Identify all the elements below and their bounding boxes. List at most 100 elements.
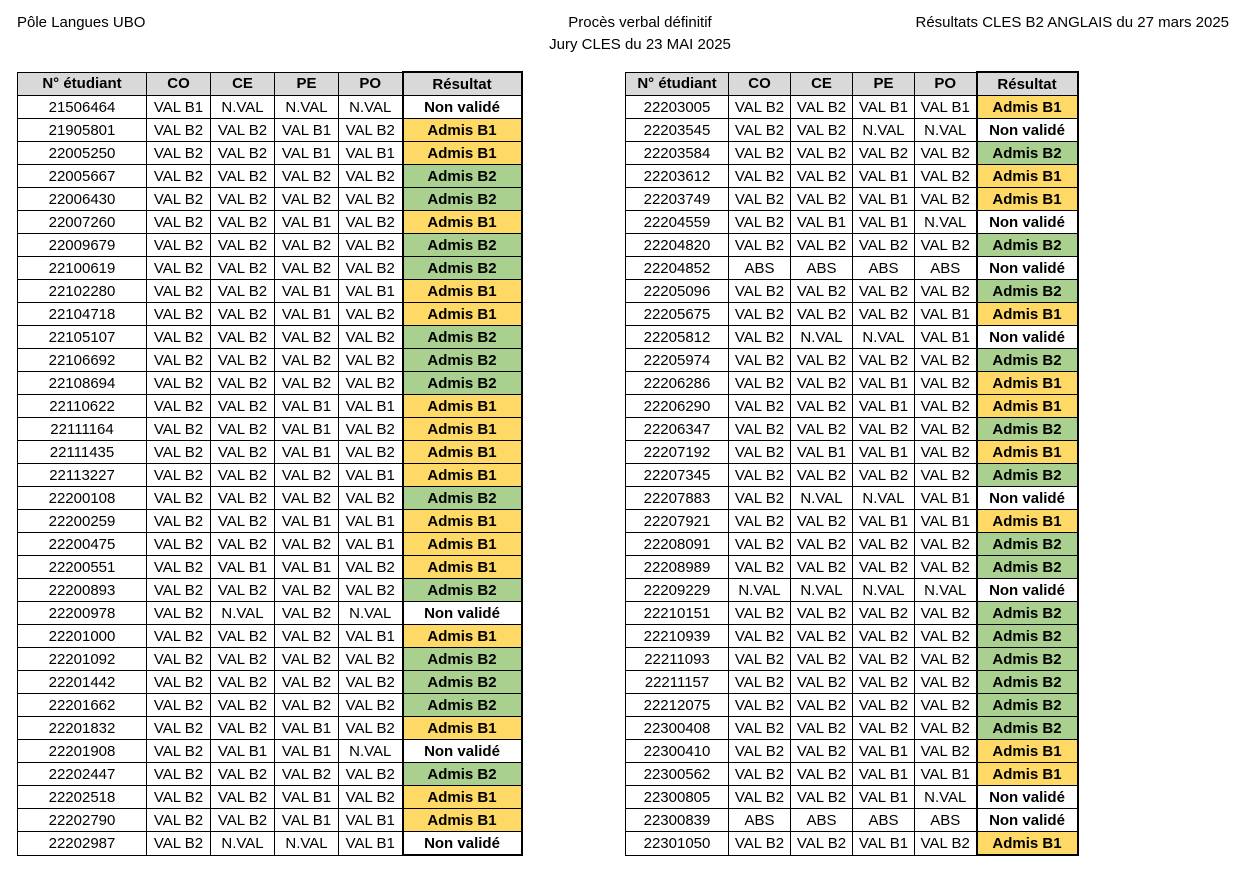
result-cell: Admis B1	[401, 463, 523, 487]
ce-cell: VAL B2	[790, 532, 853, 556]
table-row: 22203584 VAL B2 VAL B2 VAL B2 VAL B2 Admis B2	[625, 141, 1079, 165]
co-cell: VAL B2	[728, 394, 791, 418]
result-cell: Admis B1	[975, 509, 1079, 533]
ce-cell: VAL B2	[210, 509, 275, 533]
student-number-cell: 22207921	[625, 509, 729, 533]
co-cell: VAL B2	[728, 486, 791, 510]
student-number-cell: 22100619	[17, 256, 147, 280]
table-row: 22205812 VAL B2 N.VAL N.VAL VAL B1 Non validé	[625, 325, 1079, 349]
po-cell: VAL B1	[338, 532, 403, 556]
co-cell: VAL B2	[728, 417, 791, 441]
co-cell: VAL B2	[146, 440, 211, 464]
co-cell: VAL B2	[728, 233, 791, 257]
student-number-cell: 22200108	[17, 486, 147, 510]
student-number-cell: 22203005	[625, 95, 729, 119]
result-cell: Admis B1	[401, 141, 523, 165]
po-cell: VAL B1	[338, 279, 403, 303]
result-cell: Admis B1	[401, 118, 523, 142]
pe-cell: VAL B2	[274, 624, 339, 648]
ce-cell: VAL B2	[790, 141, 853, 165]
student-number-cell: 22300562	[625, 762, 729, 786]
table-row: 22005250 VAL B2 VAL B2 VAL B1 VAL B1 Admis B1	[17, 141, 523, 165]
pe-cell: VAL B1	[274, 509, 339, 533]
ce-cell: N.VAL	[210, 601, 275, 625]
result-cell: Admis B1	[975, 95, 1079, 119]
result-cell: Non validé	[975, 325, 1079, 349]
ce-cell: VAL B2	[790, 762, 853, 786]
header-co: CO	[728, 71, 791, 96]
pe-cell: VAL B2	[852, 302, 915, 326]
co-cell: VAL B2	[146, 578, 211, 602]
student-number-cell: 22007260	[17, 210, 147, 234]
result-cell: Non validé	[975, 118, 1079, 142]
student-number-cell: 22206286	[625, 371, 729, 395]
ce-cell: VAL B2	[210, 670, 275, 694]
result-cell: Admis B2	[975, 624, 1079, 648]
ce-cell: VAL B2	[790, 187, 853, 211]
student-number-cell: 22111435	[17, 440, 147, 464]
result-cell: Admis B2	[975, 647, 1079, 671]
result-cell: Admis B1	[401, 785, 523, 809]
pe-cell: VAL B1	[852, 187, 915, 211]
ce-cell: VAL B2	[210, 808, 275, 832]
ce-cell: VAL B2	[790, 785, 853, 809]
table-row: 22203005 VAL B2 VAL B2 VAL B1 VAL B1 Admis B1	[625, 95, 1079, 119]
co-cell: VAL B2	[146, 187, 211, 211]
student-number-cell: 22006430	[17, 187, 147, 211]
table-row: 22201092 VAL B2 VAL B2 VAL B2 VAL B2 Admis B2	[17, 647, 523, 671]
student-number-cell: 22204852	[625, 256, 729, 280]
ce-cell: VAL B2	[210, 785, 275, 809]
po-cell: VAL B2	[914, 440, 977, 464]
po-cell: VAL B2	[914, 417, 977, 441]
result-cell: Admis B1	[975, 739, 1079, 763]
student-number-cell: 22105107	[17, 325, 147, 349]
po-cell: VAL B2	[914, 371, 977, 395]
result-cell: Admis B2	[401, 762, 523, 786]
ce-cell: VAL B2	[790, 693, 853, 717]
pe-cell: VAL B1	[852, 95, 915, 119]
table-row: 22009679 VAL B2 VAL B2 VAL B2 VAL B2 Admis B2	[17, 233, 523, 257]
pe-cell: VAL B1	[274, 417, 339, 441]
result-cell: Admis B1	[975, 371, 1079, 395]
co-cell: VAL B2	[728, 463, 791, 487]
po-cell: N.VAL	[338, 95, 403, 119]
student-number-cell: 22005667	[17, 164, 147, 188]
student-number-cell: 22102280	[17, 279, 147, 303]
student-number-cell: 22205974	[625, 348, 729, 372]
pe-cell: VAL B2	[852, 233, 915, 257]
co-cell: VAL B2	[146, 624, 211, 648]
po-cell: VAL B2	[914, 463, 977, 487]
header-result: Résultat	[975, 71, 1079, 96]
ce-cell: VAL B2	[790, 624, 853, 648]
pe-cell: VAL B1	[852, 785, 915, 809]
ce-cell: VAL B2	[790, 95, 853, 119]
header-center-line2: Jury CLES du 23 MAI 2025	[549, 36, 731, 53]
pe-cell: VAL B1	[852, 739, 915, 763]
po-cell: VAL B2	[338, 256, 403, 280]
ce-cell: VAL B1	[210, 555, 275, 579]
pe-cell: VAL B1	[274, 555, 339, 579]
co-cell: VAL B2	[146, 486, 211, 510]
result-cell: Admis B1	[401, 532, 523, 556]
co-cell: VAL B2	[728, 716, 791, 740]
table-row: 22111435 VAL B2 VAL B2 VAL B1 VAL B2 Admis B1	[17, 440, 523, 464]
pe-cell: VAL B1	[852, 762, 915, 786]
table-row: 22201662 VAL B2 VAL B2 VAL B2 VAL B2 Admis B2	[17, 693, 523, 717]
co-cell: VAL B2	[728, 555, 791, 579]
po-cell: VAL B2	[338, 693, 403, 717]
table-row: 22300839 ABS ABS ABS ABS Non validé	[625, 808, 1079, 832]
po-cell: VAL B2	[338, 164, 403, 188]
pe-cell: VAL B2	[274, 647, 339, 671]
pe-cell: VAL B2	[852, 716, 915, 740]
result-cell: Admis B1	[401, 624, 523, 648]
result-cell: Admis B1	[975, 187, 1079, 211]
table-row: 22210151 VAL B2 VAL B2 VAL B2 VAL B2 Admis B2	[625, 601, 1079, 625]
pe-cell: N.VAL	[852, 118, 915, 142]
result-cell: Admis B1	[401, 417, 523, 441]
ce-cell: VAL B2	[790, 164, 853, 188]
pe-cell: VAL B2	[852, 348, 915, 372]
co-cell: VAL B2	[146, 739, 211, 763]
pe-cell: N.VAL	[852, 486, 915, 510]
po-cell: VAL B2	[914, 693, 977, 717]
pe-cell: ABS	[852, 808, 915, 832]
